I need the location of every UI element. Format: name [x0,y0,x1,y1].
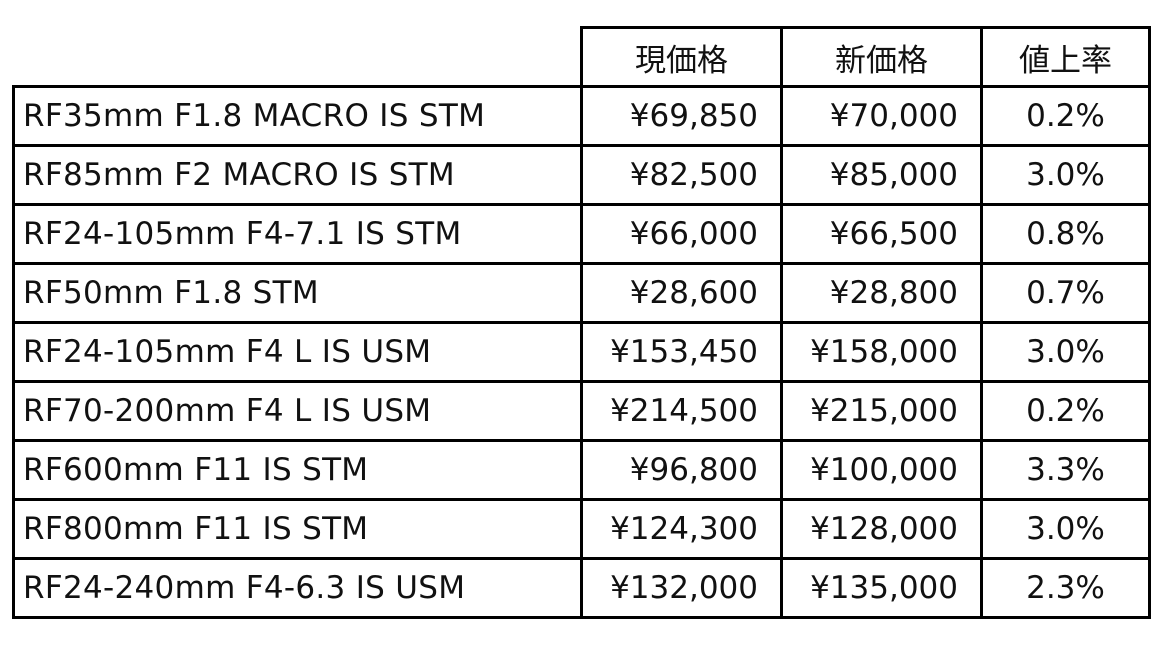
table-row: RF24-105mm F4 L IS USM ¥153,450 ¥158,000 3.… [12,321,1151,383]
increase-rate: 3.3% [980,439,1151,501]
new-price: ¥215,000 [780,380,983,442]
new-price: ¥85,000 [780,144,983,206]
current-price: ¥28,600 [580,262,783,324]
header-increase-rate: 値上率 [980,26,1151,88]
increase-rate: 0.2% [980,85,1151,147]
current-price: ¥82,500 [580,144,783,206]
lens-name: RF85mm F2 MACRO IS STM [12,144,583,206]
table-row: RF70-200mm F4 L IS USM ¥214,500 ¥215,000 0.… [12,380,1151,442]
lens-name: RF50mm F1.8 STM [12,262,583,324]
increase-rate: 0.8% [980,203,1151,265]
lens-name: RF24-105mm F4 L IS USM [12,321,583,383]
new-price: ¥128,000 [780,498,983,560]
new-price: ¥28,800 [780,262,983,324]
price-table: 現価格 新価格 値上率 RF35mm F1.8 MACRO IS STM ¥69,… [12,26,1151,619]
table-row: RF800mm F11 IS STM ¥124,300 ¥128,000 3.0% [12,498,1151,560]
header-new-price: 新価格 [780,26,983,88]
table-row: RF50mm F1.8 STM ¥28,600 ¥28,800 0.7% [12,262,1151,324]
header-current-price: 現価格 [580,26,783,88]
new-price: ¥135,000 [780,557,983,619]
current-price: ¥66,000 [580,203,783,265]
new-price: ¥66,500 [780,203,983,265]
new-price: ¥100,000 [780,439,983,501]
table-row: RF600mm F11 IS STM ¥96,800 ¥100,000 3.3% [12,439,1151,501]
lens-name: RF35mm F1.8 MACRO IS STM [12,85,583,147]
increase-rate: 2.3% [980,557,1151,619]
table-row: RF24-240mm F4-6.3 IS USM ¥132,000 ¥135,000… [12,557,1151,619]
increase-rate: 0.7% [980,262,1151,324]
table-row: RF24-105mm F4-7.1 IS STM ¥66,000 ¥66,500 0.… [12,203,1151,265]
table-row: RF35mm F1.8 MACRO IS STM ¥69,850 ¥70,000 0.… [12,85,1151,147]
lens-name: RF800mm F11 IS STM [12,498,583,560]
new-price: ¥70,000 [780,85,983,147]
current-price: ¥69,850 [580,85,783,147]
increase-rate: 3.0% [980,498,1151,560]
increase-rate: 0.2% [980,380,1151,442]
header-row: 現価格 新価格 値上率 [13,26,1151,88]
lens-name: RF600mm F11 IS STM [12,439,583,501]
increase-rate: 3.0% [980,144,1151,206]
current-price: ¥124,300 [580,498,783,560]
current-price: ¥214,500 [580,380,783,442]
current-price: ¥132,000 [580,557,783,619]
new-price: ¥158,000 [780,321,983,383]
lens-name: RF70-200mm F4 L IS USM [12,380,583,442]
lens-name: RF24-240mm F4-6.3 IS USM [12,557,583,619]
table-row: RF85mm F2 MACRO IS STM ¥82,500 ¥85,000 3.0% [12,144,1151,206]
header-blank [13,27,583,88]
lens-name: RF24-105mm F4-7.1 IS STM [12,203,583,265]
current-price: ¥96,800 [580,439,783,501]
increase-rate: 3.0% [980,321,1151,383]
current-price: ¥153,450 [580,321,783,383]
